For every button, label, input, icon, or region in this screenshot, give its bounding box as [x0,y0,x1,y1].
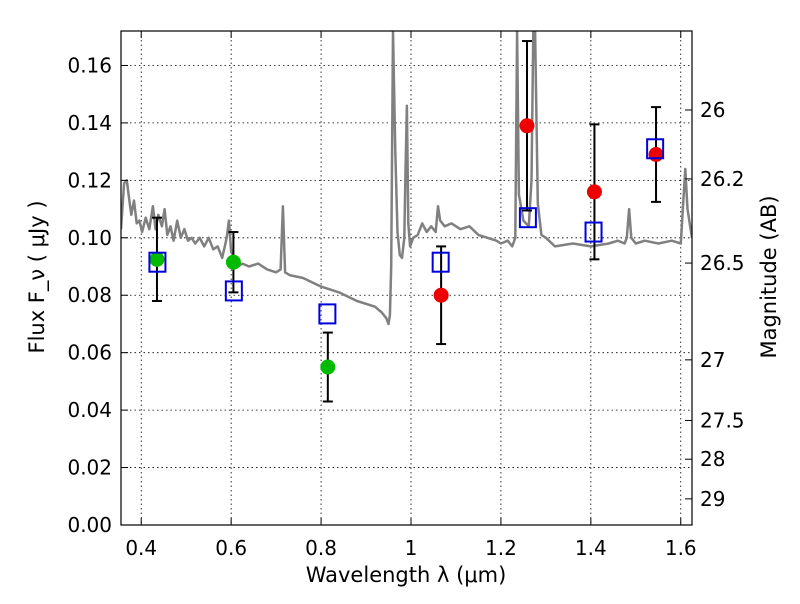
red-data-point [433,287,449,303]
model-square-marker [518,207,537,229]
model-square-marker [148,251,167,273]
right-tick-label: 28 [700,447,725,471]
data-markers [148,40,665,403]
plot-frame [120,30,693,526]
model-square-marker [224,280,243,302]
red-data-point [586,184,602,200]
x-tick-label: 0.6 [215,536,247,560]
model-square-marker [431,251,450,273]
y-tick-label: 0.06 [67,341,112,365]
y-tick-label: 0.14 [67,111,112,135]
x-tick-label: 1.2 [485,536,517,560]
x-tick-label: 1.6 [665,536,697,560]
green-data-point [149,251,165,267]
y-tick-label: 0.02 [67,456,112,480]
red-data-point [519,118,535,134]
green-data-point [320,359,336,375]
x-tick-label: 1.4 [575,536,607,560]
x-tick-label: 0.8 [305,536,337,560]
y-tick-label: 0.16 [67,53,112,77]
right-axis-label: Magnitude (AB) [757,195,781,358]
y-tick-label: 0.00 [67,513,112,537]
plot-area [121,31,692,326]
model-square-marker [318,303,337,325]
red-data-point [648,147,664,162]
x-tick-label: 1 [405,536,418,560]
model-square-marker [646,138,665,160]
right-tick-label: 26.2 [700,167,745,191]
y-tick-label: 0.10 [67,226,112,250]
y-tick-label: 0.04 [67,398,112,422]
model-square-marker [584,221,603,243]
x-tick-label: 0.4 [125,536,157,560]
right-tick-label: 26.5 [700,251,745,275]
right-tick-label: 27.5 [700,408,745,432]
model-spectrum-line [121,31,692,326]
right-tick-label: 26 [700,98,725,122]
x-axis-label: Wavelength λ (μm) [306,563,507,587]
green-data-point [225,254,241,270]
right-tick-label: 29 [700,487,725,511]
axes: 0.4 0.6 0.8 1 1.2 1.4 1.6 0.00 0.02 0.04 0.06 0.08 0… [67,31,745,560]
y-axis-label: Flux F_ν ( μJy ) [25,200,50,353]
y-tick-label: 0.12 [67,168,112,192]
y-tick-label: 0.08 [67,283,112,307]
right-tick-label: 27 [700,348,725,372]
